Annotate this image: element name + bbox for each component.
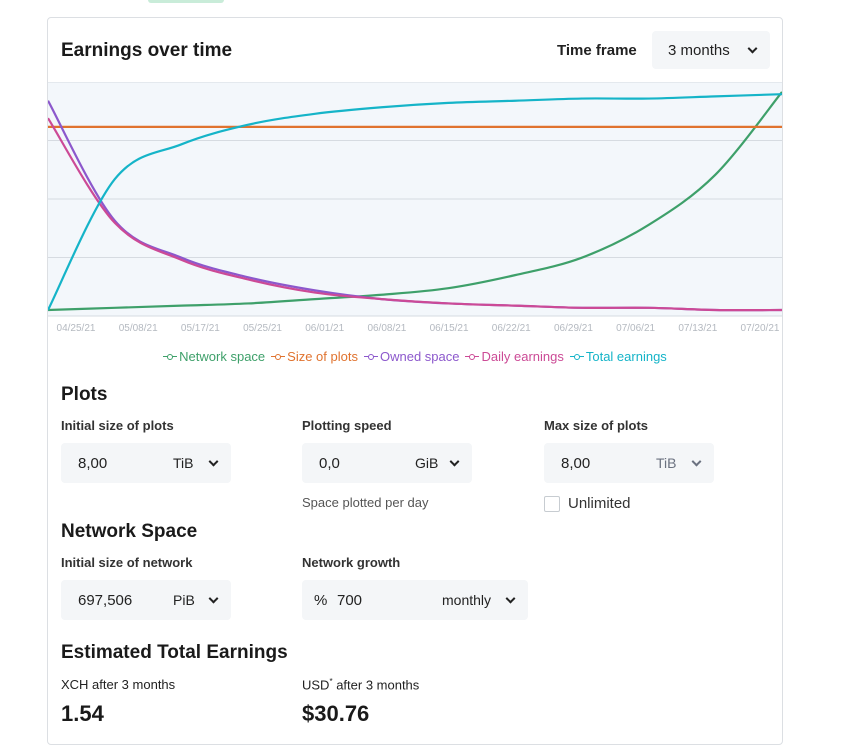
x-tick-label: 04/25/21 — [57, 323, 96, 334]
time-frame-label: Time frame — [557, 42, 637, 59]
card-title: Earnings over time — [61, 40, 233, 61]
network-growth-prefix: % — [314, 591, 328, 609]
network-growth-period: monthly — [442, 592, 492, 608]
initial-plots-size-value: 8,00 — [78, 454, 108, 472]
legend-item[interactable]: Network space — [163, 349, 265, 364]
x-tick-label: 05/17/21 — [181, 323, 220, 334]
earnings-card: Earnings over time Time frame 3 months 0… — [47, 17, 783, 745]
x-tick-label: 06/29/21 — [554, 323, 593, 334]
max-plots-size-input[interactable]: 8,00 TiB — [544, 443, 714, 483]
usd-label: USD* after 3 months — [302, 677, 419, 692]
initial-plots-size-input[interactable]: 8,00 TiB — [61, 443, 231, 483]
top-tab-indicator — [148, 0, 224, 3]
xch-value: 1.54 — [61, 701, 104, 726]
series-line — [47, 93, 783, 311]
x-tick-label: 06/08/21 — [367, 323, 406, 334]
unlimited-label[interactable]: Unlimited — [568, 495, 631, 512]
x-tick-label: 07/06/21 — [616, 323, 655, 334]
x-tick-label: 06/22/21 — [492, 323, 531, 334]
plotting-speed-value: 0,0 — [319, 454, 340, 472]
chevron-down-icon — [449, 456, 460, 467]
x-tick-label: 05/08/21 — [119, 323, 158, 334]
chevron-down-icon — [505, 593, 516, 604]
legend-label: Total earnings — [585, 349, 667, 364]
chart-legend: Network space Size of plots Owned space Dai… — [48, 349, 782, 365]
earnings-chart: 04/25/21 05/08/21 05/17/21 05/25/21 06/01/21… — [47, 81, 783, 337]
legend-marker-icon — [163, 352, 178, 362]
network-growth-input[interactable]: % 700 monthly — [302, 580, 528, 620]
network-growth-label: Network growth — [302, 555, 401, 570]
legend-marker-icon — [271, 352, 286, 362]
usd-value: $30.76 — [302, 701, 370, 726]
legend-marker-icon — [363, 352, 378, 362]
max-plots-size-unit: TiB — [656, 455, 677, 471]
legend-item[interactable]: Daily earnings — [465, 349, 564, 364]
plotting-speed-hint: Space plotted per day — [302, 495, 429, 510]
max-plots-size-value: 8,00 — [561, 454, 591, 472]
max-plots-size-label: Max size of plots — [544, 418, 649, 433]
x-tick-label: 05/25/21 — [243, 323, 282, 334]
chevron-down-icon — [208, 456, 219, 467]
legend-marker-icon — [465, 352, 480, 362]
x-tick-label: 06/15/21 — [430, 323, 469, 334]
chevron-down-icon — [208, 593, 219, 604]
time-frame-select[interactable]: 3 months — [652, 31, 770, 69]
legend-label: Size of plots — [287, 349, 358, 364]
earnings-section-title: Estimated Total Earnings — [61, 642, 288, 663]
unlimited-checkbox[interactable] — [544, 496, 560, 512]
initial-network-size-unit: PiB — [173, 592, 195, 608]
legend-label: Daily earnings — [481, 349, 564, 364]
initial-plots-size-label: Initial size of plots — [61, 418, 174, 433]
network-growth-value: 700 — [337, 591, 363, 609]
initial-network-size-label: Initial size of network — [61, 555, 193, 570]
chevron-down-icon — [747, 43, 758, 54]
chart-svg: 04/25/21 05/08/21 05/17/21 05/25/21 06/01/21… — [47, 81, 783, 334]
network-section-title: Network Space — [61, 521, 198, 542]
plotting-speed-label: Plotting speed — [302, 418, 392, 433]
time-frame-value: 3 months — [668, 41, 730, 59]
chevron-down-icon — [691, 456, 702, 467]
usd-label-marker: * — [329, 677, 333, 686]
plots-section-title: Plots — [61, 384, 108, 405]
initial-plots-size-unit: TiB — [173, 455, 194, 471]
x-tick-label: 06/01/21 — [305, 323, 344, 334]
initial-network-size-input[interactable]: 697,506 PiB — [61, 580, 231, 620]
legend-label: Network space — [179, 349, 266, 364]
legend-item[interactable]: Owned space — [363, 349, 460, 364]
x-tick-label: 07/20/21 — [741, 323, 780, 334]
legend-marker-icon — [569, 352, 584, 362]
usd-label-suffix: after 3 months — [332, 677, 420, 693]
legend-item[interactable]: Size of plots — [271, 349, 358, 364]
x-tick-label: 07/13/21 — [678, 323, 717, 334]
xch-label: XCH after 3 months — [61, 677, 176, 692]
plotting-speed-unit: GiB — [415, 455, 439, 471]
legend-label: Owned space — [379, 349, 460, 364]
series-line — [47, 117, 783, 312]
usd-label-currency: USD — [302, 677, 330, 693]
initial-network-size-value: 697,506 — [78, 591, 133, 609]
series-line — [47, 91, 783, 312]
plotting-speed-input[interactable]: 0,0 GiB — [302, 443, 472, 483]
legend-item[interactable]: Total earnings — [569, 349, 667, 364]
